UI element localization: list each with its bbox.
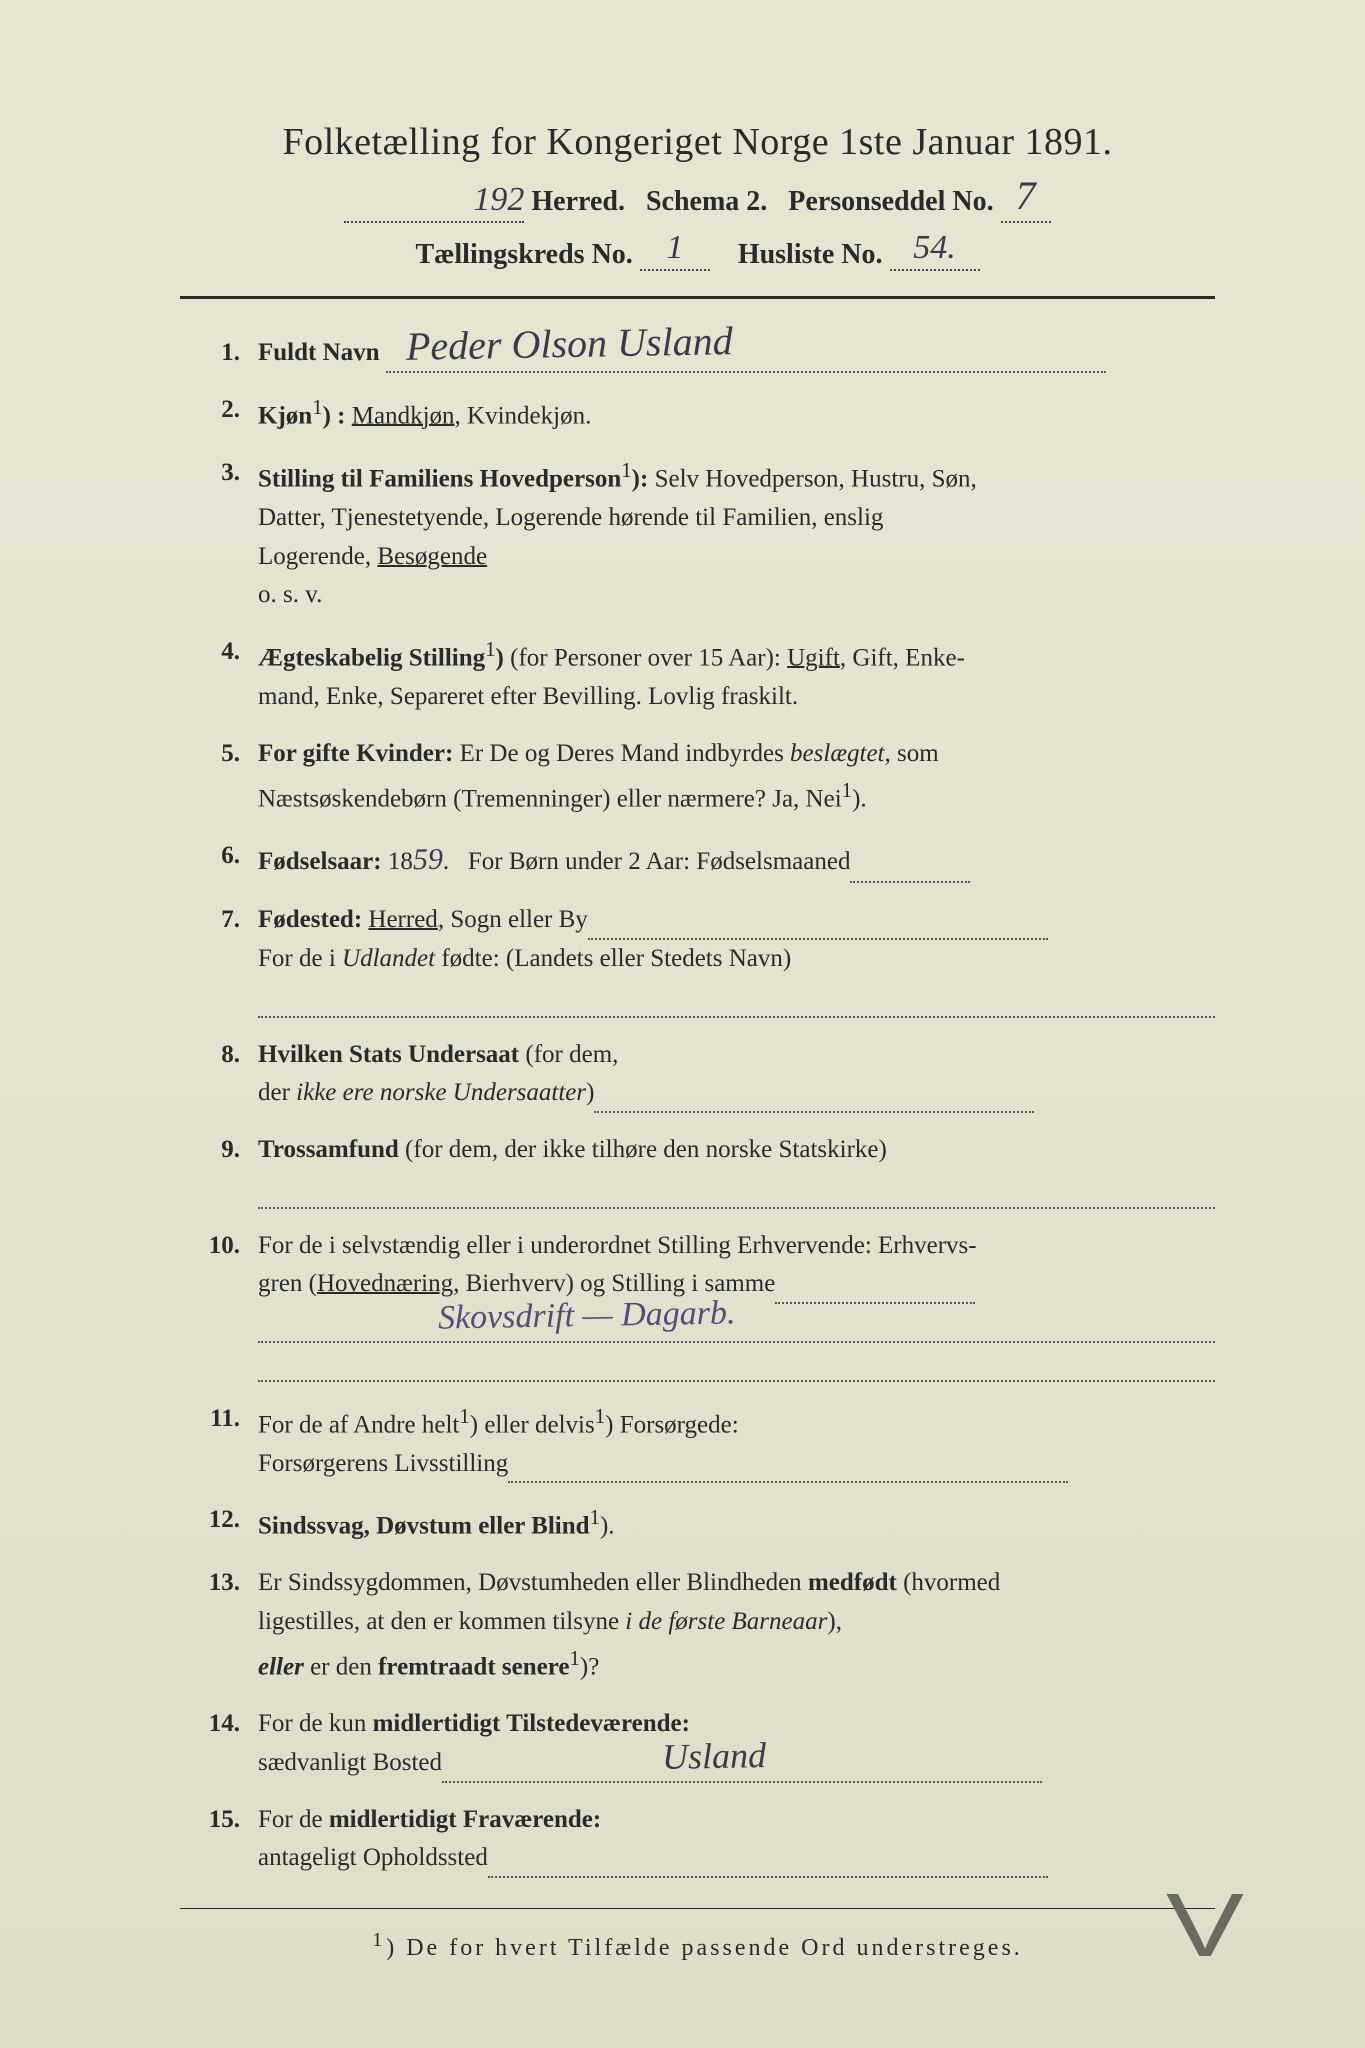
item-11: 11. For de af Andre helt1) eller delvis1…: [180, 1400, 1215, 1484]
item-4: 4. Ægteskabelig Stilling1) (for Personer…: [180, 633, 1215, 717]
item-13: 13. Er Sindssygdommen, Døvstumheden elle…: [180, 1564, 1215, 1687]
personseddel-label: Personseddel No.: [788, 186, 993, 217]
item-8: 8. Hvilken Stats Undersaat (for dem, der…: [180, 1036, 1215, 1114]
header-line-1: 192 Herred. Schema 2. Personseddel No. 7: [180, 172, 1215, 223]
item-7: 7. Fødested: Herred, Sogn eller By For d…: [180, 901, 1215, 1017]
item-6: 6. Fødselsaar: 1859. For Børn under 2 Aa…: [180, 837, 1215, 884]
residence-value: Usland: [662, 1728, 767, 1786]
item-12: 12. Sindssvag, Døvstum eller Blind1).: [180, 1501, 1215, 1546]
husliste-no: 54.: [913, 229, 956, 266]
kreds-label: Tællingskreds No.: [415, 239, 632, 270]
kreds-no: 1: [666, 229, 683, 266]
birth-year: 59: [412, 837, 443, 884]
footnote: 1) De for hvert Tilfælde passende Ord un…: [180, 1929, 1215, 1962]
full-name-value: Peder Olson Usland: [405, 310, 733, 378]
item-2: 2. Kjøn1) : Mandkjøn, Kvindekjøn.: [180, 391, 1215, 436]
herred-no: 192: [473, 181, 524, 218]
divider-top: [180, 296, 1215, 299]
checkmark-icon: V: [1166, 1875, 1244, 1978]
herred-label: Herred.: [531, 186, 625, 217]
personseddel-no: 7: [1016, 173, 1036, 218]
census-form-page: Folketælling for Kongeriget Norge 1ste J…: [0, 0, 1365, 2048]
header-line-2: Tællingskreds No. 1 Husliste No. 54.: [180, 229, 1215, 271]
occupation-value: Skovsdrift — Dagarb.: [438, 1288, 736, 1346]
item-5: 5. For gifte Kvinder: Er De og Deres Man…: [180, 735, 1215, 819]
item-14: 14. For de kun midlertidigt Tilstedevære…: [180, 1705, 1215, 1783]
item-10: 10. For de i selvstændig eller i underor…: [180, 1227, 1215, 1382]
item-1: 1. Fuldt Navn Peder Olson Usland: [180, 334, 1215, 373]
form-title: Folketælling for Kongeriget Norge 1ste J…: [180, 120, 1215, 164]
divider-bottom: [180, 1908, 1215, 1909]
husliste-label: Husliste No.: [738, 239, 883, 270]
schema-label: Schema 2.: [646, 186, 767, 217]
item-3: 3. Stilling til Familiens Hovedperson1):…: [180, 454, 1215, 615]
item-9: 9. Trossamfund (for dem, der ikke tilhør…: [180, 1131, 1215, 1209]
item-15: 15. For de midlertidigt Fraværende: anta…: [180, 1801, 1215, 1879]
